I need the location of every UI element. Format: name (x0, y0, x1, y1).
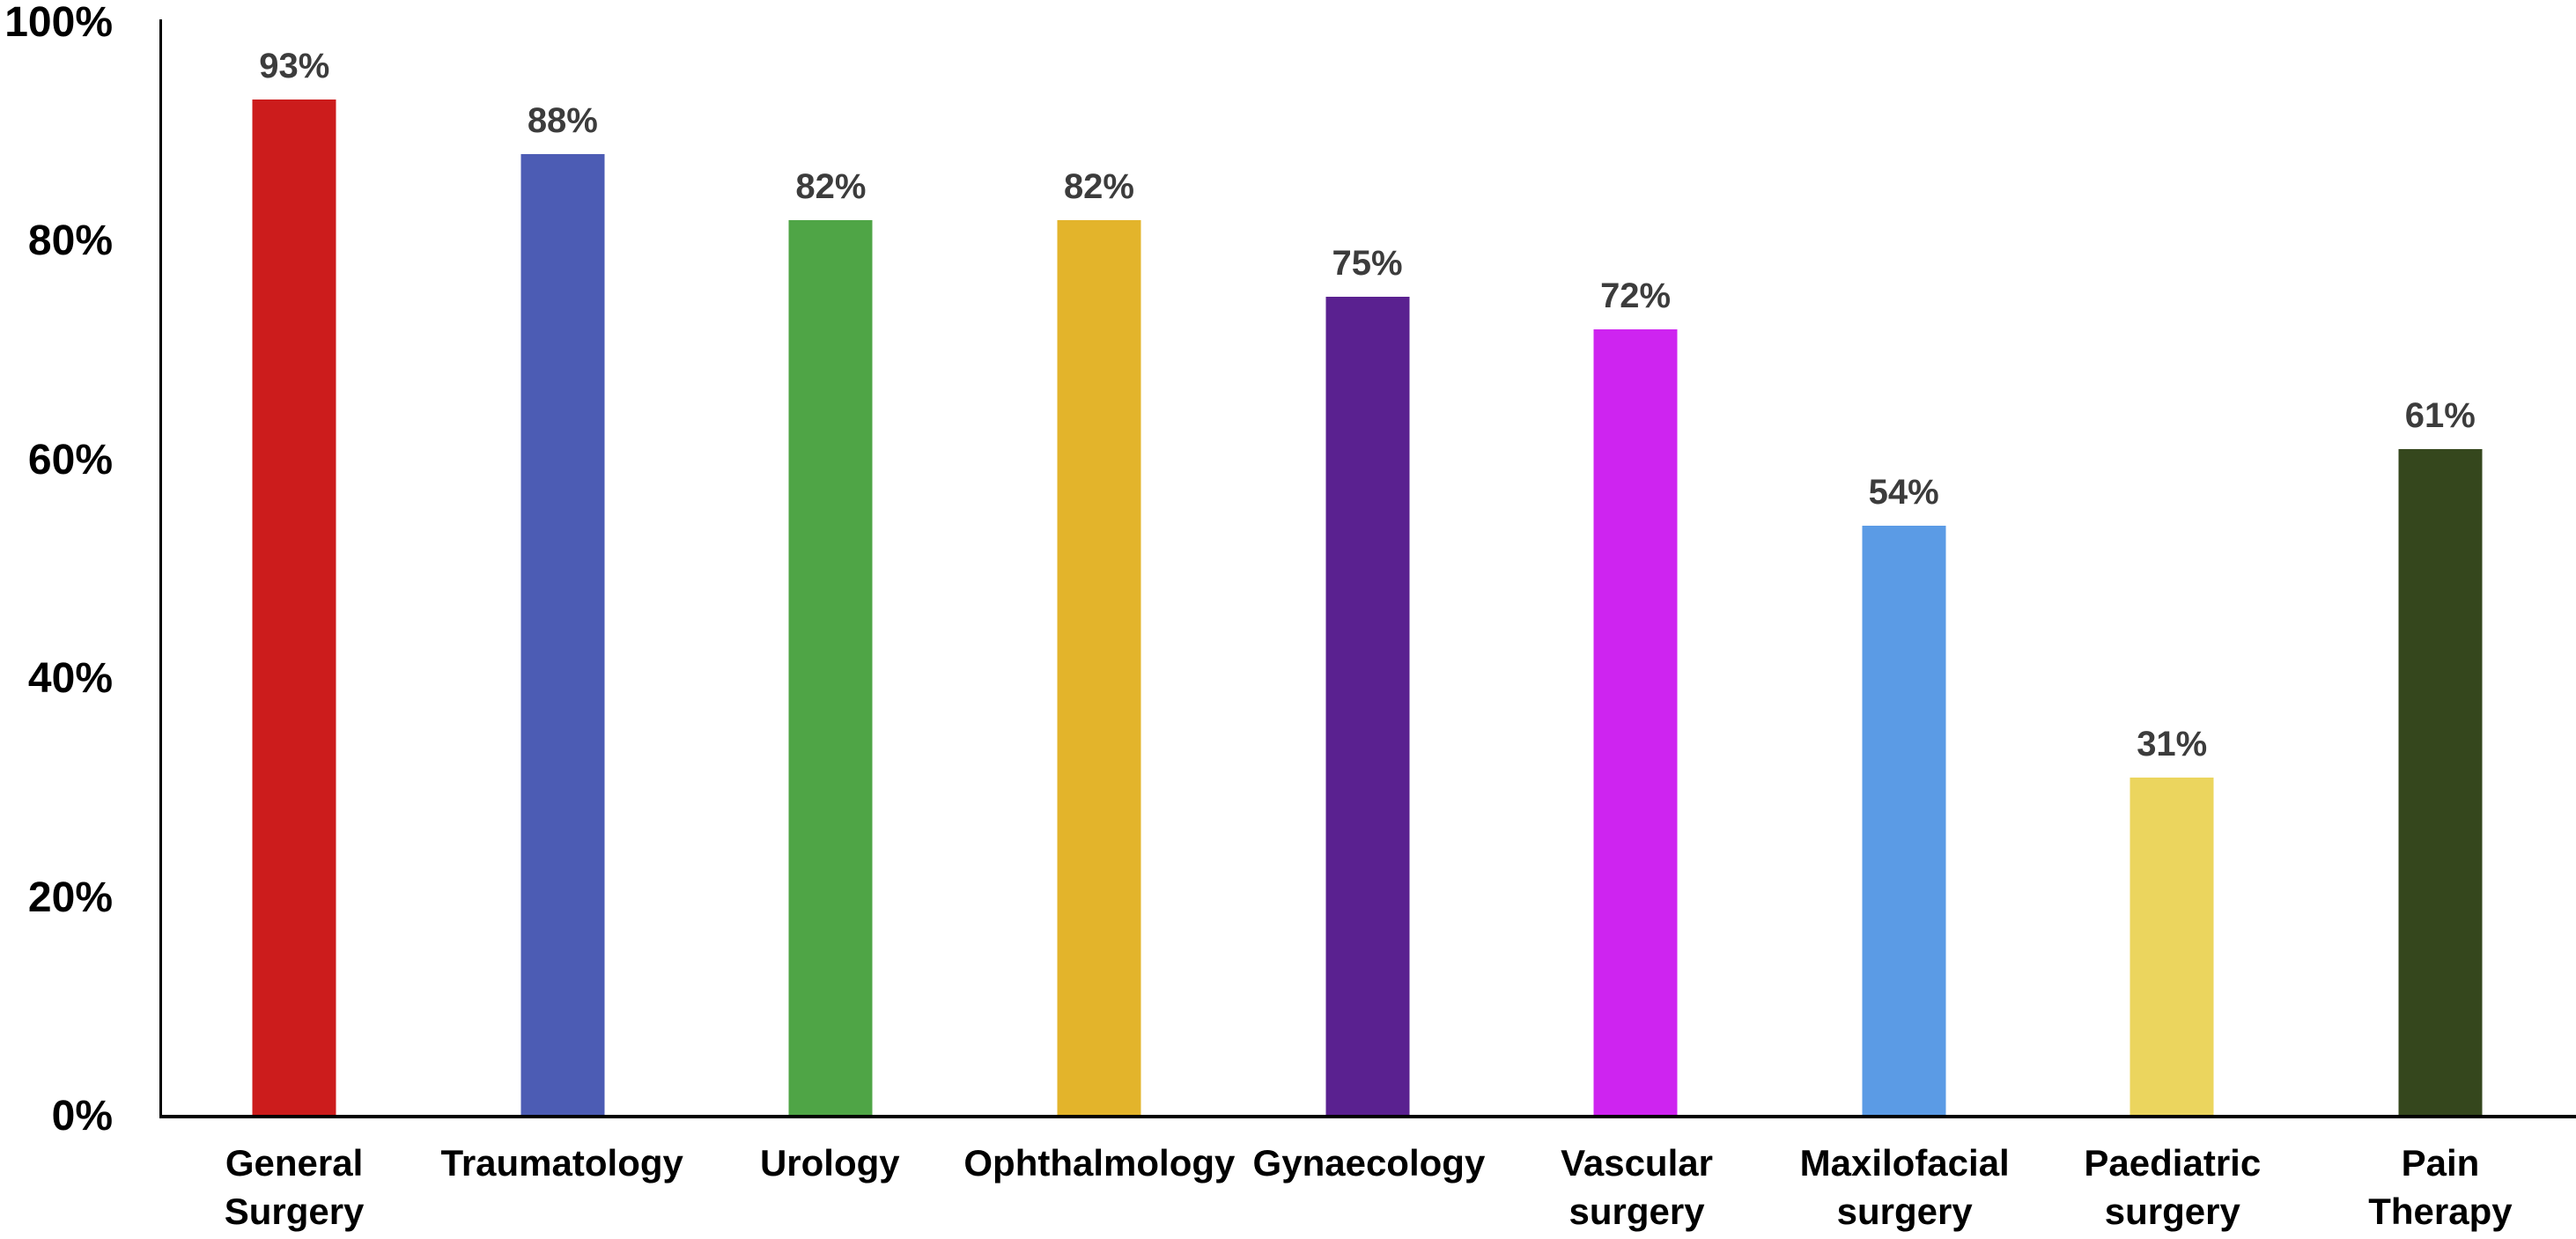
bar-slot: 31% (2038, 23, 2307, 1117)
bar-1 (520, 154, 605, 1117)
bar-5 (1593, 328, 1678, 1117)
bar-slot: 82% (965, 23, 1234, 1117)
bar-2 (788, 219, 873, 1117)
bar-value-label: 31% (2137, 724, 2208, 763)
x-category-label: Paediatric surgery (2084, 1142, 2262, 1232)
x-axis-category-labels: General Surgery Traumatology Urology Ophtha… (160, 1139, 2574, 1235)
bar-value-label: 61% (2404, 396, 2476, 436)
bar-value-label: 72% (1600, 276, 1672, 315)
bar-value-label: 82% (1063, 166, 1134, 206)
bar-slot: 72% (1502, 23, 1770, 1117)
x-category-label: Gynaecology (1252, 1142, 1486, 1184)
bar-slot: 75% (1233, 23, 1502, 1117)
x-category-label: Ophthalmology (963, 1142, 1236, 1184)
bar-0 (252, 99, 336, 1117)
x-axis-line (159, 1115, 2576, 1118)
x-category-label: Vascular surgery (1561, 1142, 1713, 1232)
bar-slot: 93% (160, 23, 429, 1117)
x-category-label: Maxilofacial surgery (1799, 1142, 2010, 1232)
bar-value-label: 75% (1332, 243, 1403, 283)
y-tick-label: 100% (4, 0, 113, 46)
bar-value-label: 82% (795, 166, 867, 206)
bar-value-label: 54% (1868, 473, 1939, 513)
bar-6 (1862, 526, 1946, 1117)
y-axis-line (159, 19, 162, 1117)
bar-7 (2129, 777, 2214, 1117)
bar-8 (2398, 449, 2483, 1117)
y-tick-label: 40% (27, 655, 113, 703)
y-tick-label: 60% (27, 436, 113, 483)
bar-value-label: 93% (259, 46, 330, 85)
y-tick-label: 0% (51, 1093, 113, 1139)
bar-slot: 88% (429, 23, 698, 1117)
x-category-label: Pain Therapy (2368, 1142, 2513, 1232)
x-category-label: General Surgery (224, 1142, 365, 1232)
x-category-label: Urology (759, 1142, 900, 1184)
bar-4 (1325, 296, 1410, 1117)
bar-value-label: 88% (527, 101, 598, 141)
y-tick-label: 80% (27, 218, 113, 265)
bar-slot: 82% (697, 23, 965, 1117)
x-category-label: Traumatology (440, 1142, 683, 1184)
bar-slot: 61% (2307, 23, 2575, 1117)
bar-slot: 54% (1769, 23, 2038, 1117)
bar-3 (1057, 219, 1141, 1117)
plot-area: 93% 88% 82% 82% 75% 72% 54% 31% 61% (160, 23, 2574, 1117)
y-tick-label: 20% (27, 874, 113, 921)
